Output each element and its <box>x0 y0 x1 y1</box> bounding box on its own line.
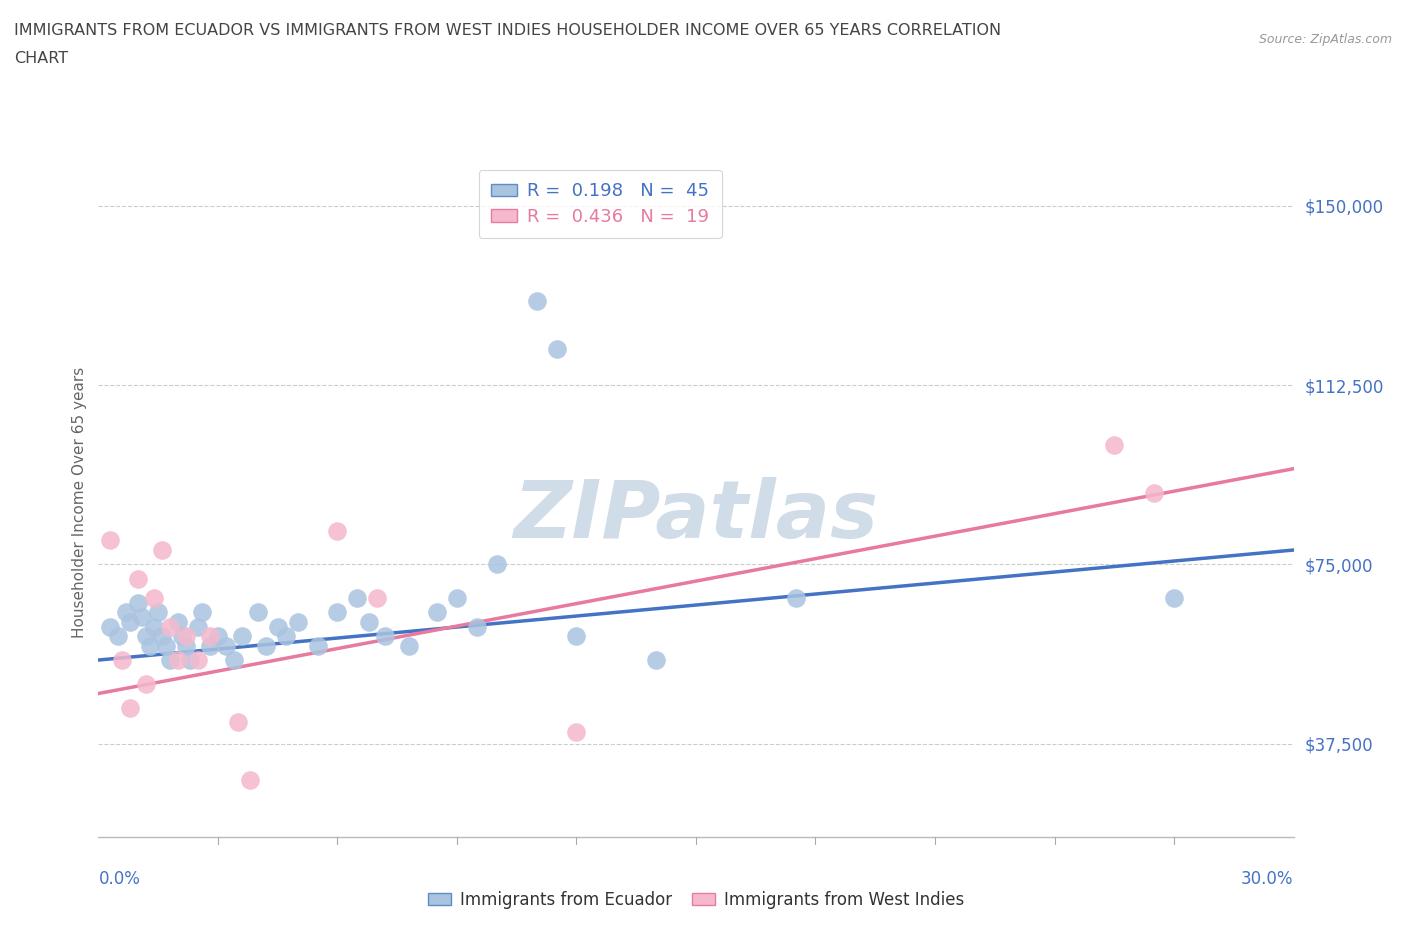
Point <box>485 557 508 572</box>
Text: IMMIGRANTS FROM ECUADOR VS IMMIGRANTS FROM WEST INDIES HOUSEHOLDER INCOME OVER 6: IMMIGRANTS FROM ECUADOR VS IMMIGRANTS FR… <box>14 23 1001 38</box>
Point <box>187 619 209 634</box>
Point <box>179 653 201 668</box>
Point <box>465 619 488 634</box>
Point <box>645 653 668 668</box>
Point <box>127 595 149 610</box>
Point <box>167 615 190 630</box>
Point <box>426 604 449 619</box>
Point <box>239 772 262 787</box>
Point <box>207 629 229 644</box>
Point <box>307 638 329 653</box>
Point <box>98 619 122 634</box>
Text: CHART: CHART <box>14 51 67 66</box>
Point <box>143 591 166 605</box>
Point <box>150 629 173 644</box>
Point <box>267 619 290 634</box>
Point <box>215 638 238 653</box>
Point <box>1143 485 1166 500</box>
Point <box>1102 437 1125 452</box>
Point <box>546 341 568 356</box>
Point <box>135 629 157 644</box>
Y-axis label: Householder Income Over 65 years: Householder Income Over 65 years <box>72 366 87 638</box>
Point <box>446 591 468 605</box>
Point <box>150 542 173 557</box>
Point <box>131 609 153 624</box>
Point <box>254 638 277 653</box>
Point <box>115 604 138 619</box>
Point <box>565 724 588 739</box>
Point <box>107 629 129 644</box>
Point <box>120 700 142 715</box>
Point <box>246 604 269 619</box>
Point <box>111 653 134 668</box>
Point <box>167 653 190 668</box>
Point <box>198 629 221 644</box>
Point <box>274 629 297 644</box>
Point <box>155 638 177 653</box>
Point <box>148 604 170 619</box>
Point <box>222 653 245 668</box>
Point <box>326 604 349 619</box>
Point <box>785 591 807 605</box>
Point <box>1163 591 1185 605</box>
Text: Source: ZipAtlas.com: Source: ZipAtlas.com <box>1258 33 1392 46</box>
Point <box>326 524 349 538</box>
Point <box>359 615 381 630</box>
Point <box>346 591 368 605</box>
Point <box>159 653 181 668</box>
Point <box>159 619 181 634</box>
Text: 30.0%: 30.0% <box>1241 870 1294 887</box>
Point <box>526 294 548 309</box>
Text: ZIPatlas: ZIPatlas <box>513 476 879 554</box>
Point <box>98 533 122 548</box>
Point <box>143 619 166 634</box>
Point <box>191 604 214 619</box>
Point <box>174 629 197 644</box>
Legend: Immigrants from Ecuador, Immigrants from West Indies: Immigrants from Ecuador, Immigrants from… <box>422 884 970 916</box>
Point <box>231 629 253 644</box>
Point <box>398 638 420 653</box>
Point <box>139 638 162 653</box>
Point <box>366 591 388 605</box>
Point <box>287 615 309 630</box>
Point <box>198 638 221 653</box>
Point <box>374 629 396 644</box>
Point <box>172 629 194 644</box>
Point <box>135 676 157 691</box>
Point <box>127 571 149 586</box>
Point <box>565 629 588 644</box>
Point <box>187 653 209 668</box>
Point <box>120 615 142 630</box>
Text: 0.0%: 0.0% <box>98 870 141 887</box>
Point <box>226 715 249 730</box>
Point <box>174 638 197 653</box>
